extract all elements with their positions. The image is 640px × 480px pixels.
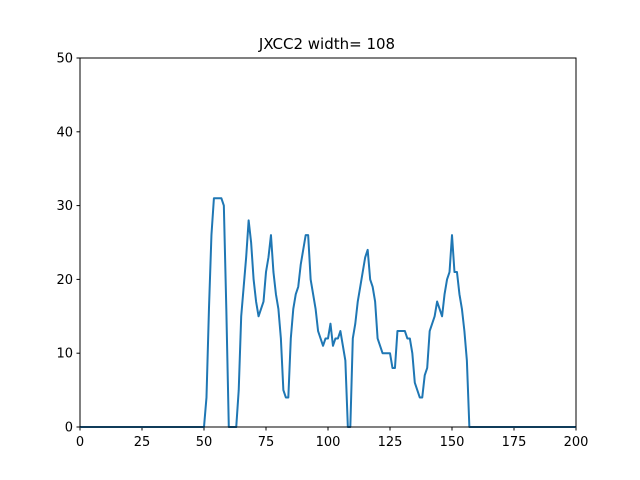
x-tick-label: 75 — [258, 435, 275, 450]
series-line — [80, 197, 576, 428]
x-tick-label: 100 — [316, 435, 341, 450]
x-tick-label: 200 — [564, 435, 589, 450]
y-tick-label: 30 — [56, 199, 73, 214]
x-tick-label: 50 — [196, 435, 213, 450]
x-tick-label: 125 — [378, 435, 403, 450]
y-tick-label: 10 — [56, 347, 73, 362]
x-tick-label: 25 — [134, 435, 151, 450]
y-tick-label: 40 — [56, 125, 73, 140]
y-axis: 0 10 20 30 40 50 — [56, 52, 80, 436]
plot-frame — [79, 57, 577, 428]
x-axis: 0 25 50 75 100 125 150 175 200 — [76, 427, 589, 450]
x-tick-label: 175 — [502, 435, 527, 450]
y-tick-label: 50 — [56, 52, 73, 67]
y-tick-label: 20 — [56, 273, 73, 288]
x-tick-label: 0 — [76, 435, 84, 450]
x-tick-label: 150 — [440, 435, 465, 450]
chart-title: JXCC2 width= 108 — [258, 35, 395, 53]
y-tick-label: 0 — [65, 421, 73, 436]
